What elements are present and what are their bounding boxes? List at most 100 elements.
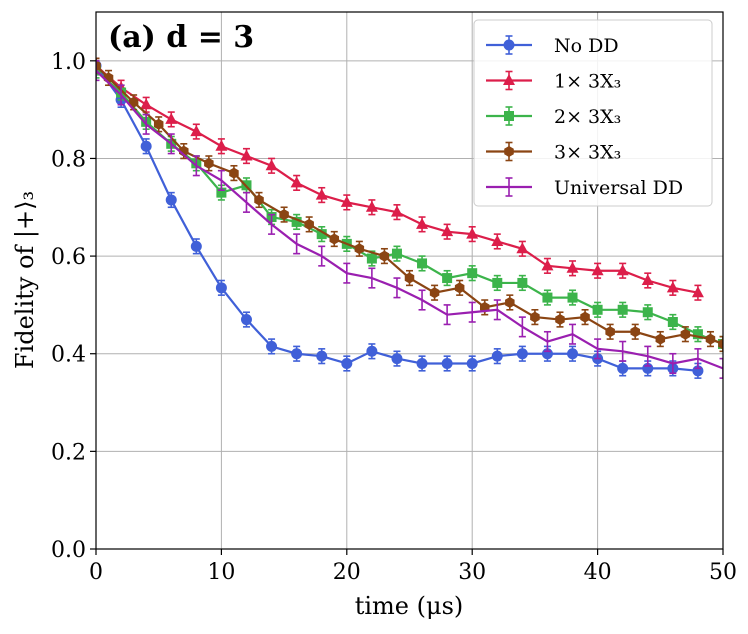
- data-point: [291, 216, 302, 227]
- legend-marker: [503, 39, 515, 51]
- data-point: [404, 272, 415, 284]
- data-point: [466, 357, 478, 369]
- data-point: [491, 350, 503, 362]
- y-tick-label: 0.6: [51, 245, 86, 270]
- data-point: [240, 149, 253, 161]
- data-point: [605, 326, 615, 338]
- data-point: [517, 277, 528, 288]
- legend: No DD 1× 3X₃ 2× 3X₃ 3× 3X₃ Universal DD: [473, 19, 713, 207]
- legend-label: 1× 3X₃: [554, 71, 621, 93]
- data-point: [215, 282, 227, 294]
- data-point: [165, 194, 177, 206]
- data-point: [190, 240, 202, 252]
- legend-item: No DD: [486, 35, 619, 57]
- data-point: [204, 157, 214, 169]
- plot-frame: [95, 11, 724, 550]
- data-point: [680, 328, 691, 340]
- data-point: [530, 311, 540, 323]
- data-point: [516, 348, 528, 360]
- data-point: [454, 282, 465, 294]
- panel-label: (a) d = 3: [108, 20, 254, 55]
- data-point: [96, 65, 101, 76]
- data-point: [265, 159, 278, 171]
- data-point: [416, 357, 428, 369]
- data-point: [617, 304, 628, 315]
- data-point: [153, 118, 164, 130]
- data-point: [616, 264, 629, 276]
- data-point: [516, 242, 529, 254]
- legend-item: 3× 3X₃: [486, 142, 621, 164]
- data-point: [505, 296, 515, 308]
- data-point: [379, 250, 390, 262]
- data-point: [96, 60, 101, 72]
- series-1: [96, 57, 704, 379]
- legend-marker: [503, 74, 515, 85]
- data-point: [442, 273, 453, 284]
- data-point: [291, 348, 303, 360]
- data-point: [229, 167, 239, 179]
- data-point: [329, 233, 340, 245]
- data-point: [580, 311, 590, 323]
- data-point: [390, 205, 403, 217]
- data-point: [316, 350, 328, 362]
- y-tick-label: 0.2: [51, 440, 86, 465]
- data-point: [279, 209, 289, 221]
- data-point: [666, 281, 679, 293]
- data-point: [630, 326, 640, 338]
- legend-item: 1× 3X₃: [486, 71, 621, 93]
- data-point: [542, 292, 553, 303]
- series-line: [96, 69, 723, 370]
- x-tick-label: 10: [207, 560, 235, 585]
- legend-label: 3× 3X₃: [554, 142, 621, 164]
- x-tick-label: 0: [89, 560, 103, 585]
- y-tick-label: 0.4: [51, 343, 86, 368]
- data-point: [491, 234, 504, 246]
- data-point: [541, 259, 554, 271]
- data-point: [128, 96, 139, 108]
- series-2: [96, 57, 704, 301]
- x-tick-label: 40: [584, 560, 612, 585]
- data-point: [492, 277, 503, 288]
- data-point: [591, 264, 604, 276]
- y-tick-label: 0.0: [51, 538, 86, 563]
- data-point: [254, 194, 264, 206]
- data-point: [641, 274, 654, 285]
- data-point: [567, 292, 578, 303]
- y-axis-label: Fidelity of |+⟩₃: [11, 191, 40, 369]
- data-point: [555, 314, 565, 326]
- data-point: [567, 348, 579, 360]
- data-point: [441, 357, 453, 369]
- legend-label: No DD: [554, 35, 619, 57]
- data-point: [190, 125, 203, 137]
- data-point: [240, 314, 252, 326]
- data-point: [441, 225, 454, 237]
- legend-box: [473, 19, 713, 207]
- data-point: [391, 248, 402, 259]
- legend-marker: [504, 111, 514, 121]
- series-5: [96, 60, 723, 379]
- data-point: [341, 357, 353, 369]
- data-point: [140, 140, 152, 152]
- data-point: [592, 304, 603, 315]
- data-point: [667, 316, 678, 327]
- data-point: [365, 200, 378, 212]
- data-point: [642, 307, 653, 318]
- data-point: [467, 268, 478, 279]
- data-point: [354, 243, 365, 255]
- legend-item: Universal DD: [486, 177, 683, 199]
- x-tick-label: 30: [458, 560, 486, 585]
- data-point: [315, 188, 328, 200]
- legend-item: 2× 3X₃: [486, 106, 621, 128]
- data-point: [718, 338, 723, 350]
- data-point: [215, 139, 228, 151]
- y-tick-label: 1.0: [51, 50, 86, 75]
- legend-label: 2× 3X₃: [554, 106, 621, 128]
- data-point: [140, 98, 153, 110]
- data-point: [290, 176, 303, 188]
- ticks: 0 10 20 30 40 50 0.0 0.2 0.4 0.6 0.8 1.0: [51, 50, 737, 585]
- data-point: [691, 286, 704, 298]
- x-tick-label: 50: [709, 560, 737, 585]
- data-point: [266, 340, 278, 352]
- data-point: [705, 333, 716, 345]
